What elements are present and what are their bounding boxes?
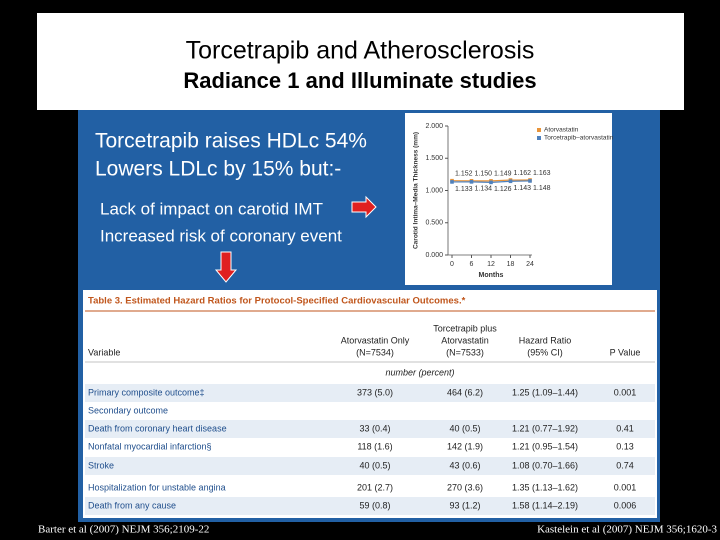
data-label: 1.162 [514, 170, 532, 177]
footer-left: Barter et al (2007) NEJM 356;2109-22 [38, 524, 209, 536]
x-tick-label: 6 [470, 261, 474, 268]
footer-right: Kastelein et al (2007) NEJM 356;1620-3 [537, 524, 717, 536]
cell: 1.58 (1.14–2.19) [512, 500, 578, 510]
x-tick-label: 12 [487, 261, 495, 268]
point [528, 179, 532, 183]
table-title: Table 3. Estimated Hazard Ratios for Pro… [88, 296, 466, 307]
data-label: 1.134 [475, 186, 493, 193]
column-header: (N=7534) [356, 347, 394, 357]
cell: Death from any cause [88, 500, 176, 510]
row-shade [85, 457, 655, 475]
cell: Primary composite outcome‡ [88, 387, 205, 397]
title-box [37, 13, 684, 110]
cell: 43 (0.6) [449, 460, 480, 470]
cell: Secondary outcome [88, 405, 168, 415]
column-header: Variable [88, 347, 120, 357]
legend-entry: Atorvastatin [544, 127, 579, 134]
cell: Stroke [88, 460, 114, 470]
cell: 1.21 (0.77–1.92) [512, 423, 578, 433]
cell: 1.08 (0.70–1.66) [512, 460, 578, 470]
point: Lack of impact on carotid IMT [100, 199, 323, 218]
data-label: 1.143 [514, 185, 532, 192]
legend-entry: Torcetrapib–atorvastatin [544, 135, 614, 142]
cell: 59 (0.8) [359, 500, 390, 510]
point [469, 180, 474, 184]
units: number (percent) [385, 367, 454, 377]
data-label: 1.133 [455, 186, 473, 193]
cell: 40 (0.5) [449, 423, 480, 433]
cell: 40 (0.5) [359, 460, 390, 470]
y-axis-label: Carotid Intima–Media Thickness (mm) [413, 132, 420, 249]
group-header: Torcetrapib plus [433, 323, 497, 333]
column-header: Hazard Ratio [519, 335, 572, 345]
point [489, 180, 493, 185]
data-label: 1.148 [533, 185, 551, 192]
column-header: (95% CI) [527, 347, 563, 357]
point [450, 180, 454, 184]
x-tick-label: 0 [450, 261, 454, 268]
table-panel [83, 290, 657, 518]
cell: 201 (2.7) [357, 482, 393, 492]
data-label: 1.152 [455, 171, 473, 178]
cell: 464 (6.2) [447, 387, 483, 397]
cell: 0.13 [616, 441, 634, 451]
cell: 118 (1.6) [357, 441, 392, 451]
bullet: Lowers LDLc by 15% but:- [95, 158, 341, 181]
column-header: Atorvastatin Only [341, 335, 410, 345]
cell: 33 (0.4) [359, 423, 390, 433]
point: Increased risk of coronary event [100, 226, 342, 245]
legend-swatch [537, 128, 541, 132]
slide-subtitle: Radiance 1 and Illuminate studies [183, 68, 536, 93]
chart-panel [405, 113, 612, 285]
data-label: 1.126 [494, 186, 512, 193]
cell: 0.41 [616, 423, 634, 433]
cell: 93 (1.2) [449, 500, 480, 510]
arrow-down [214, 251, 238, 283]
slide-title: Torcetrapib and Atherosclerosis [186, 37, 535, 65]
row-shade [85, 384, 655, 402]
cell: 0.74 [616, 460, 634, 470]
point [508, 179, 513, 184]
row-shade [85, 420, 655, 438]
cell: 1.25 (1.09–1.44) [512, 387, 578, 397]
cell: 270 (3.6) [447, 482, 483, 492]
column-header: (N=7533) [446, 347, 484, 357]
column-header: Atorvastatin [441, 335, 489, 345]
cell: Nonfatal myocardial infarction§ [88, 441, 212, 451]
data-label: 1.150 [475, 171, 493, 178]
x-axis-label: Months [479, 272, 504, 279]
y-tick-label: 2.000 [425, 123, 443, 130]
cell: 0.001 [614, 387, 637, 397]
y-tick-label: 1.000 [425, 187, 443, 194]
arrow-right [351, 195, 377, 219]
legend-swatch [537, 136, 541, 140]
y-tick-label: 0.500 [425, 220, 443, 227]
bullet: Torcetrapib raises HDLc 54% [95, 130, 367, 153]
cell: 142 (1.9) [447, 441, 483, 451]
cell: 1.35 (1.13–1.62) [512, 482, 578, 492]
data-label: 1.149 [494, 171, 512, 178]
data-label: 1.163 [533, 170, 551, 177]
x-tick-label: 24 [526, 261, 534, 268]
y-tick-label: 1.500 [425, 155, 443, 162]
y-tick-label: 0.000 [425, 252, 443, 259]
cell: 0.006 [614, 500, 637, 510]
x-tick-label: 18 [507, 261, 515, 268]
cell: Hospitalization for unstable angina [88, 482, 226, 492]
row-shade [85, 497, 655, 515]
cell: 1.21 (0.95–1.54) [512, 441, 578, 451]
cell: Death from coronary heart disease [88, 423, 227, 433]
cell: 0.001 [614, 482, 637, 492]
column-header: P Value [610, 347, 641, 357]
cell: 373 (5.0) [357, 387, 393, 397]
